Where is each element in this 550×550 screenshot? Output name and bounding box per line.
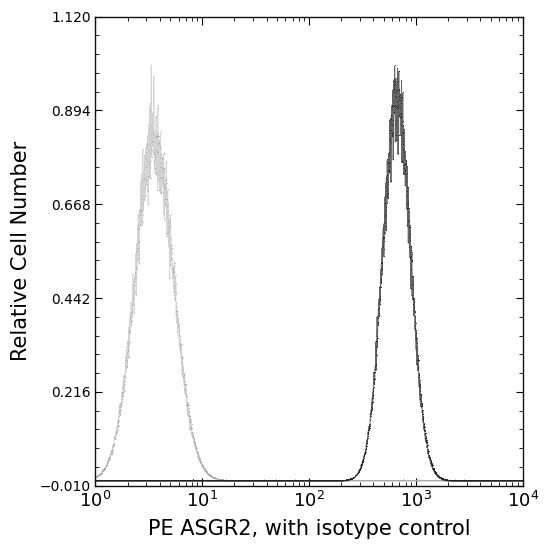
X-axis label: PE ASGR2, with isotype control: PE ASGR2, with isotype control <box>148 519 470 539</box>
Y-axis label: Relative Cell Number: Relative Cell Number <box>11 141 31 361</box>
